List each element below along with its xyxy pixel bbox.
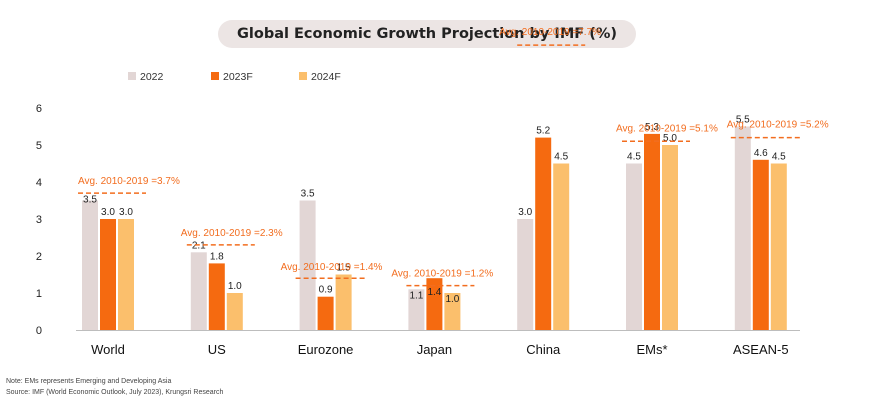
data-label: 5.2 bbox=[536, 126, 550, 137]
data-label: 3.0 bbox=[119, 207, 133, 218]
bar-asean-5-2023f bbox=[752, 159, 769, 330]
bar-world-2022 bbox=[82, 200, 98, 330]
bar-japan-2024f bbox=[444, 293, 461, 330]
data-label: 4.5 bbox=[554, 152, 568, 163]
data-label: 1.0 bbox=[228, 281, 242, 292]
bar-eurozone-2024f bbox=[335, 274, 352, 330]
data-label: 3.0 bbox=[518, 207, 532, 218]
data-label: 1.5 bbox=[337, 263, 351, 274]
x-tick-label-eurozone: Eurozone bbox=[298, 342, 354, 357]
legend-swatch-2023f bbox=[211, 72, 219, 80]
chart-title: Global Economic Growth Projection by IMF… bbox=[236, 26, 617, 42]
avg-label-asean-5: Avg. 2010-2019 =5.2% bbox=[727, 120, 829, 131]
legend-label-2022: 2022 bbox=[140, 71, 164, 83]
bar-us-2022 bbox=[190, 252, 207, 330]
note-text: Note: EMs represents Emerging and Develo… bbox=[6, 378, 172, 385]
bar-world-2024f bbox=[118, 219, 134, 330]
x-tick-label-japan: Japan bbox=[417, 342, 452, 357]
bar-ems-2022 bbox=[626, 163, 642, 330]
data-label: 3.5 bbox=[301, 189, 315, 200]
source-text: Source: IMF (World Economic Outlook, Jul… bbox=[6, 389, 224, 396]
bar-world-2023f bbox=[100, 219, 116, 330]
avg-label-us: Avg. 2010-2019 =2.3% bbox=[181, 228, 283, 239]
legend-label-2024f: 2024F bbox=[311, 71, 341, 83]
bar-china-2023f bbox=[535, 137, 552, 330]
data-label: 5.5 bbox=[736, 115, 750, 126]
data-label: 1.1 bbox=[409, 290, 423, 301]
y-tick-label: 5 bbox=[36, 140, 42, 152]
data-label: 1.0 bbox=[445, 294, 459, 305]
data-label: 5.3 bbox=[645, 122, 659, 133]
bar-us-2023f bbox=[208, 263, 225, 330]
data-label: 1.4 bbox=[427, 287, 441, 298]
avg-label-world: Avg. 2010-2019 =3.7% bbox=[78, 176, 180, 187]
data-label: 4.5 bbox=[627, 152, 641, 163]
bar-eurozone-2023f bbox=[317, 296, 334, 330]
bar-japan-2022 bbox=[408, 289, 425, 330]
x-tick-label-ems: EMs* bbox=[636, 342, 667, 357]
y-tick-label: 6 bbox=[36, 103, 42, 115]
bar-ems-2024f bbox=[662, 145, 678, 330]
bar-ems-2023f bbox=[644, 133, 660, 330]
data-label: 3.5 bbox=[83, 195, 97, 206]
x-tick-label-china: China bbox=[526, 342, 561, 357]
data-label: 0.9 bbox=[319, 285, 333, 296]
data-label: 4.5 bbox=[772, 152, 786, 163]
x-tick-label-world: World bbox=[91, 342, 125, 357]
x-tick-label-asean-5: ASEAN-5 bbox=[733, 342, 789, 357]
data-label: 4.6 bbox=[754, 148, 768, 159]
bar-china-2022 bbox=[517, 219, 534, 330]
data-label: 2.1 bbox=[192, 240, 206, 251]
data-label: 1.8 bbox=[210, 251, 224, 262]
x-tick-label-us: US bbox=[208, 342, 226, 357]
data-label: 5.0 bbox=[663, 133, 677, 144]
data-label: 3.0 bbox=[101, 207, 115, 218]
legend-label-2023f: 2023F bbox=[223, 71, 253, 83]
y-tick-label: 4 bbox=[36, 177, 42, 189]
bar-eurozone-2022 bbox=[299, 200, 316, 330]
chart-title-pill: Global Economic Growth Projection by IMF… bbox=[218, 20, 636, 48]
avg-label-china: Avg. 2010-2019 =7.7% bbox=[499, 27, 601, 38]
y-tick-label: 0 bbox=[36, 325, 42, 337]
avg-label-japan: Avg. 2010-2019 =1.2% bbox=[391, 269, 493, 280]
legend-swatch-2024f bbox=[299, 72, 307, 80]
avg-label-eurozone: Avg. 2010-2019 =1.4% bbox=[281, 262, 383, 273]
avg-label-ems: Avg. 2010-2019 =5.1% bbox=[616, 123, 718, 134]
bar-japan-2023f bbox=[426, 278, 443, 330]
y-tick-label: 1 bbox=[36, 288, 42, 300]
bar-china-2024f bbox=[553, 163, 570, 330]
legend-swatch-2022 bbox=[128, 72, 136, 80]
y-tick-label: 3 bbox=[36, 214, 42, 226]
bar-asean-5-2024f bbox=[770, 163, 787, 330]
bar-us-2024f bbox=[226, 293, 243, 330]
y-tick-label: 2 bbox=[36, 251, 42, 263]
bar-asean-5-2022 bbox=[734, 126, 751, 330]
